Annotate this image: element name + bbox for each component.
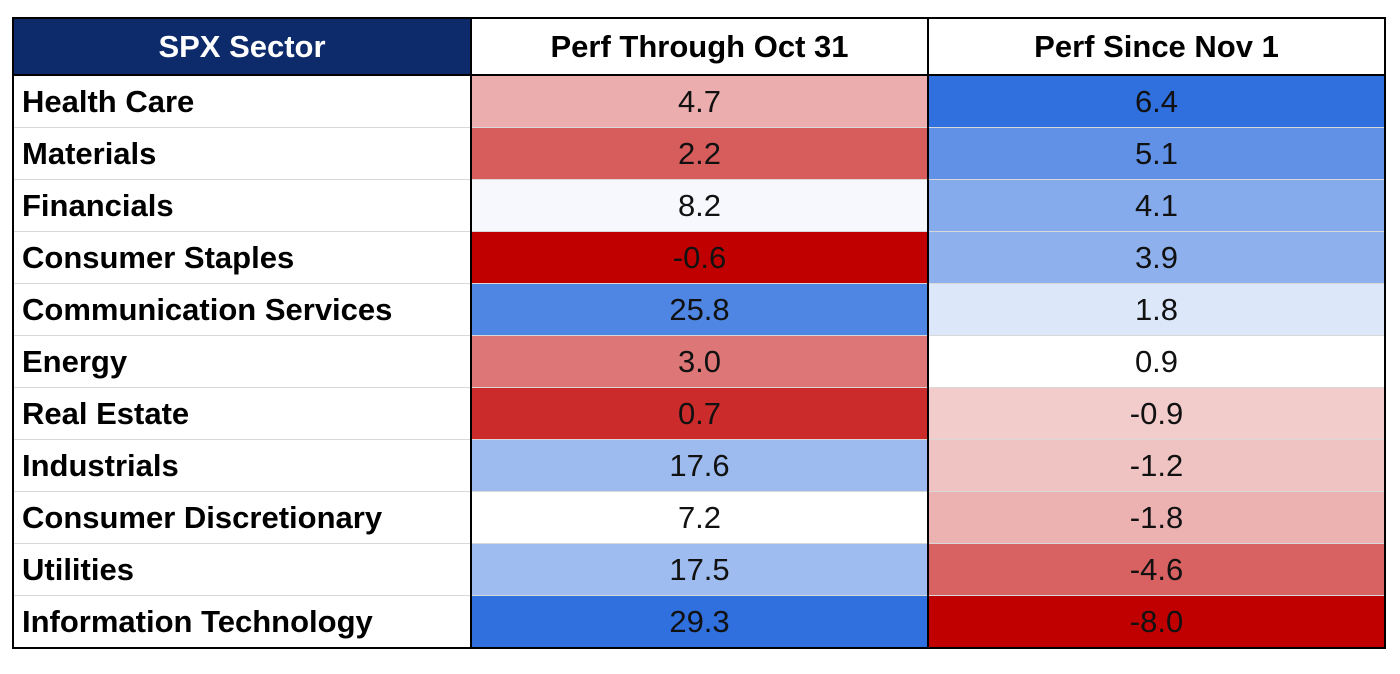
sector-label: Consumer Discretionary <box>12 491 472 544</box>
perf-through-oct-31-cell: 3.0 <box>470 335 929 388</box>
sector-label: Materials <box>12 127 472 180</box>
perf-through-oct-31-cell: 17.5 <box>470 543 929 596</box>
sector-label: Industrials <box>12 439 472 492</box>
perf-through-oct-31-cell: 8.2 <box>470 179 929 232</box>
perf-through-oct-31-cell: 29.3 <box>470 595 929 649</box>
sector-label: Health Care <box>12 74 472 128</box>
sector-label: Information Technology <box>12 595 472 649</box>
perf-through-oct-31-cell: 17.6 <box>470 439 929 492</box>
perf-since-nov-1-cell: 4.1 <box>927 179 1386 232</box>
table-row: Consumer Staples -0.6 3.9 <box>12 231 1386 284</box>
table-row: Materials 2.2 5.1 <box>12 127 1386 180</box>
perf-since-nov-1-cell: -1.2 <box>927 439 1386 492</box>
header-spx-sector: SPX Sector <box>12 17 472 76</box>
sector-label: Real Estate <box>12 387 472 440</box>
table-row: Industrials 17.6 -1.2 <box>12 439 1386 492</box>
table-row: Information Technology 29.3 -8.0 <box>12 595 1386 649</box>
sector-label: Communication Services <box>12 283 472 336</box>
perf-since-nov-1-cell: 0.9 <box>927 335 1386 388</box>
table-row: Communication Services 25.8 1.8 <box>12 283 1386 336</box>
perf-through-oct-31-cell: 7.2 <box>470 491 929 544</box>
table-row: Health Care 4.7 6.4 <box>12 74 1386 128</box>
header-perf-through-oct-31: Perf Through Oct 31 <box>470 17 929 76</box>
perf-since-nov-1-cell: -0.9 <box>927 387 1386 440</box>
table-row: Energy 3.0 0.9 <box>12 335 1386 388</box>
header-perf-since-nov-1: Perf Since Nov 1 <box>927 17 1386 76</box>
perf-since-nov-1-cell: -1.8 <box>927 491 1386 544</box>
table-row: Real Estate 0.7 -0.9 <box>12 387 1386 440</box>
perf-through-oct-31-cell: 2.2 <box>470 127 929 180</box>
perf-since-nov-1-cell: -8.0 <box>927 595 1386 649</box>
sector-performance-table: SPX Sector Perf Through Oct 31 Perf Sinc… <box>12 17 1386 649</box>
perf-since-nov-1-cell: 1.8 <box>927 283 1386 336</box>
sector-label: Financials <box>12 179 472 232</box>
perf-through-oct-31-cell: -0.6 <box>470 231 929 284</box>
perf-through-oct-31-cell: 0.7 <box>470 387 929 440</box>
sector-label: Energy <box>12 335 472 388</box>
sector-label: Utilities <box>12 543 472 596</box>
perf-since-nov-1-cell: -4.6 <box>927 543 1386 596</box>
perf-through-oct-31-cell: 4.7 <box>470 74 929 128</box>
perf-since-nov-1-cell: 5.1 <box>927 127 1386 180</box>
table-row: Financials 8.2 4.1 <box>12 179 1386 232</box>
table-row: Consumer Discretionary 7.2 -1.8 <box>12 491 1386 544</box>
perf-since-nov-1-cell: 6.4 <box>927 74 1386 128</box>
header-row: SPX Sector Perf Through Oct 31 Perf Sinc… <box>12 17 1386 76</box>
table-row: Utilities 17.5 -4.6 <box>12 543 1386 596</box>
perf-since-nov-1-cell: 3.9 <box>927 231 1386 284</box>
perf-through-oct-31-cell: 25.8 <box>470 283 929 336</box>
sector-label: Consumer Staples <box>12 231 472 284</box>
